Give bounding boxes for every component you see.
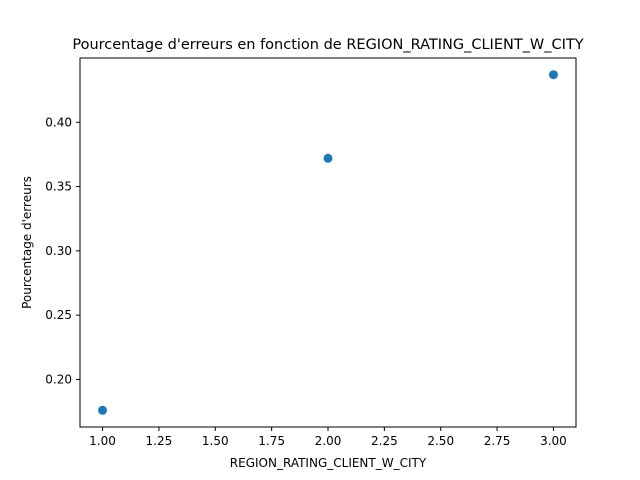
- data-point: [548, 70, 558, 80]
- x-tick-label: 1.50: [202, 434, 229, 448]
- x-tick-label: 1.25: [146, 434, 173, 448]
- x-tick-label: 1.00: [89, 434, 116, 448]
- y-tick-label: 0.35: [45, 180, 72, 194]
- y-tick-label: 0.25: [45, 308, 72, 322]
- x-tick-label: 3.00: [540, 434, 567, 448]
- x-tick-label: 2.75: [484, 434, 511, 448]
- plot-area: 1.00 1.25 1.50 1.75 2.00 2.25 2.50 2.75 3.00 0.20…: [45, 70, 567, 448]
- x-tick-label: 2.00: [315, 434, 342, 448]
- data-point: [98, 405, 108, 415]
- y-axis-label: Pourcentage d'erreurs: [20, 176, 34, 309]
- y-tick-label: 0.40: [45, 115, 72, 129]
- y-tick-label: 0.30: [45, 244, 72, 258]
- data-point: [323, 153, 333, 163]
- axes-frame: [79, 57, 577, 428]
- x-tick-label: 1.75: [258, 434, 285, 448]
- x-tick-label: 2.50: [427, 434, 454, 448]
- chart-title: Pourcentage d'erreurs en fonction de REG…: [72, 37, 583, 53]
- x-axis-label: REGION_RATING_CLIENT_W_CITY: [230, 456, 427, 470]
- y-tick-label: 0.20: [45, 372, 72, 386]
- x-tick-label: 2.25: [371, 434, 398, 448]
